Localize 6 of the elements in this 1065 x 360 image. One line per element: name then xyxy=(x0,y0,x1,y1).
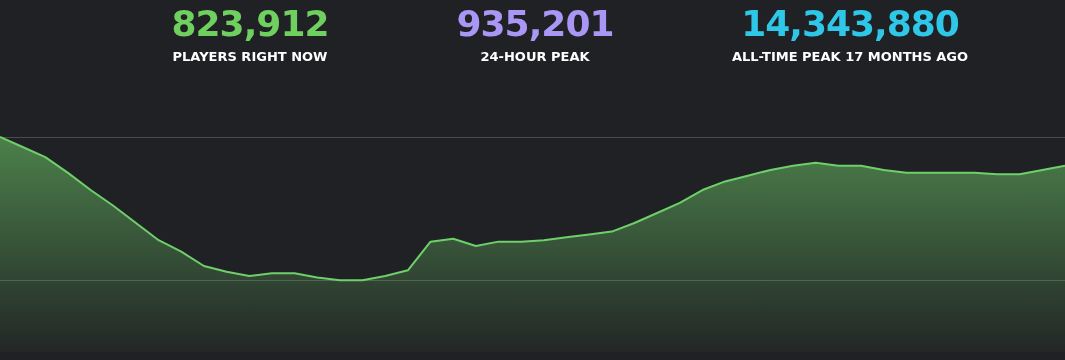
text: 935,201 xyxy=(455,2,615,46)
text: 24-HOUR PEAK xyxy=(480,49,590,64)
text: 823,912 xyxy=(170,2,330,46)
text: 14,343,880 xyxy=(740,2,960,46)
text: PLAYERS RIGHT NOW xyxy=(171,48,329,66)
text: ALL-TIME PEAK 17 MONTHS AGO xyxy=(730,48,970,66)
